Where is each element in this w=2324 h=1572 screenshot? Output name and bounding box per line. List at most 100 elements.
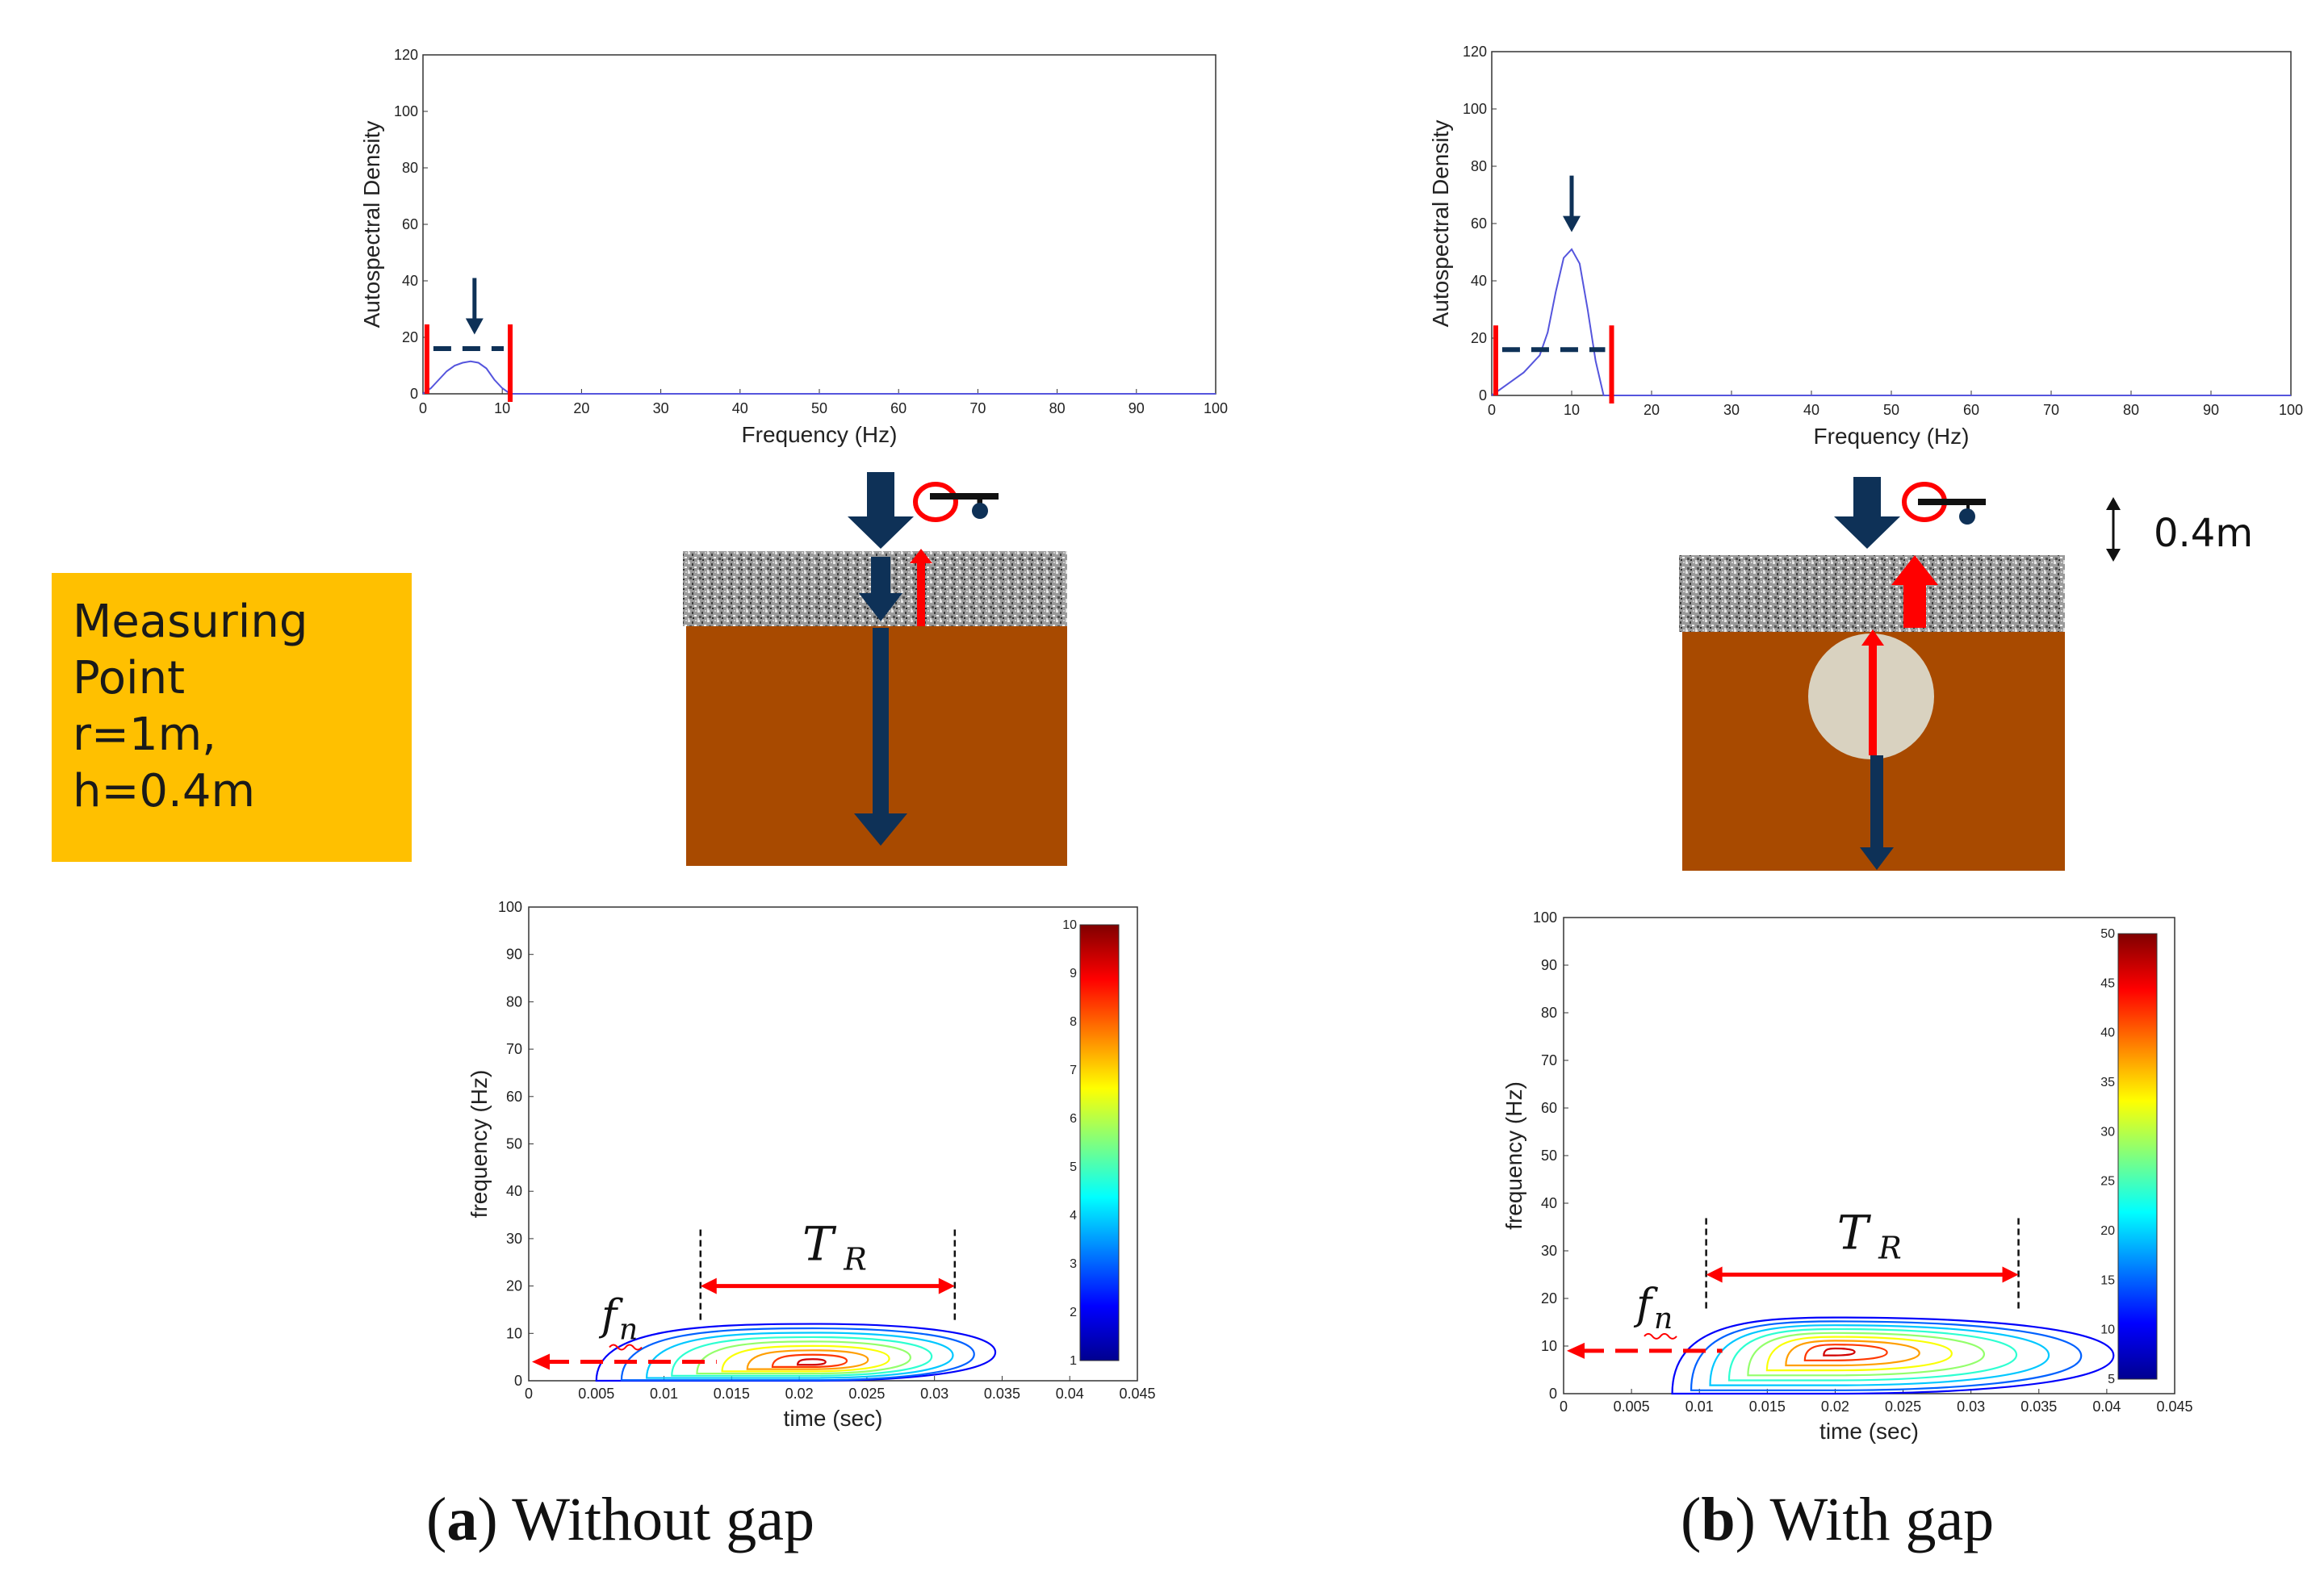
a-timefreq-fn-arrow-head (532, 1353, 550, 1370)
b-spectrum-ytick-label-0: 0 (1479, 387, 1487, 403)
b-spectrum-ytick-label-4: 80 (1471, 158, 1487, 174)
measuring-point-box: Measuring Point r=1m, h=0.4m (52, 573, 412, 862)
a-timefreq-ytick-label-0: 0 (514, 1373, 522, 1389)
a-timefreq-tr-arrow-left (700, 1277, 717, 1294)
a-timefreq-ytick-label-2: 20 (506, 1278, 522, 1294)
b-timefreq-colorbar-tick-8: 45 (2100, 976, 2115, 990)
a-spectrum-ytick-label-0: 0 (410, 386, 418, 402)
a-timefreq-contour-7 (771, 1353, 848, 1368)
a-spectrum-ytick-label-3: 60 (402, 216, 418, 232)
sensor-bulb-a (972, 503, 988, 519)
a-spectrum-ytick-label-6: 120 (394, 47, 418, 63)
measuring-point-line-1: Measuring (73, 596, 308, 648)
b-timefreq-tr-subscript: R (1878, 1231, 1902, 1266)
a-spectrum-xtick-label-8: 80 (1049, 400, 1066, 416)
reflection-arrow-big-shaft-b (1903, 583, 1926, 628)
a-timefreq-tr-arrow-right (938, 1277, 955, 1294)
a-spectrum-xlabel: Frequency (Hz) (742, 422, 898, 447)
b-spectrum-xtick-label-2: 20 (1644, 402, 1660, 418)
a-spectrum-plot-area (422, 54, 1216, 395)
a-timefreq-xtick-label-1: 0.005 (578, 1386, 614, 1402)
a-timefreq-xtick-label-3: 0.015 (714, 1386, 750, 1402)
b-timefreq-ytick-label-6: 60 (1541, 1100, 1557, 1116)
a-timefreq-xtick-label-6: 0.03 (920, 1386, 948, 1402)
b-timefreq-tr-arrow-left (1706, 1266, 1723, 1283)
a-timefreq-xtick-label-8: 0.04 (1056, 1386, 1084, 1402)
gravel-layer-b (1679, 555, 2065, 632)
b-timefreq-colorbar-tick-3: 20 (2100, 1224, 2115, 1238)
b-spectrum-ytick-label-2: 40 (1471, 273, 1487, 289)
reflection-arrow-shaft-b (1869, 646, 1877, 755)
b-timefreq-contour-3 (1727, 1327, 2018, 1382)
reflection-arrow-head-a (910, 549, 932, 563)
a-spectrum-xtick-label-9: 90 (1129, 400, 1145, 416)
a-timefreq-contour-8 (796, 1358, 827, 1366)
b-spectrum-ytick-label-1: 20 (1471, 330, 1487, 346)
a-spectrum-xtick-label-3: 30 (653, 400, 669, 416)
a-timefreq-ytick-label-9: 90 (506, 947, 522, 963)
b-timefreq-ytick-label-4: 40 (1541, 1195, 1557, 1211)
a-timefreq-colorbar-tick-6: 7 (1070, 1064, 1077, 1077)
b-timefreq-colorbar-tick-4: 25 (2100, 1175, 2115, 1189)
a-timefreq-contour-5 (721, 1344, 890, 1373)
a-spectrum-ytick-label-2: 40 (402, 273, 418, 289)
a-timefreq-fn-subscript: n (619, 1314, 638, 1347)
b-spectrum-xtick-label-9: 90 (2203, 402, 2219, 418)
caption-a-text: Without gap (512, 1486, 815, 1553)
transmitted-arrow-head-a (859, 593, 902, 621)
b-spectrum-xtick-label-4: 40 (1803, 402, 1819, 418)
b-spectrum-xtick-label-3: 30 (1723, 402, 1740, 418)
b-spectrum-peak-arrow-head (1563, 215, 1581, 232)
dimension-arrow-top (2106, 497, 2121, 510)
downward-arrow-shaft-a (867, 472, 894, 521)
deep-arrow-head-a (854, 813, 907, 846)
b-timefreq-xtick-label-4: 0.02 (1821, 1398, 1849, 1415)
b-timefreq-xtick-label-0: 0 (1560, 1398, 1568, 1415)
a-timefreq-ylabel: frequency (Hz) (467, 1070, 492, 1219)
reflection-arrow-shaft-a (917, 562, 925, 626)
a-timefreq-xtick-label-4: 0.02 (785, 1386, 814, 1402)
b-spectrum-xtick-label-0: 0 (1488, 402, 1496, 418)
a-timefreq-contour-4 (696, 1340, 911, 1375)
a-timefreq-colorbar-tick-1: 2 (1070, 1306, 1077, 1319)
measuring-point-line-4: h=0.4m (73, 765, 256, 817)
a-timefreq-contour-1 (620, 1327, 975, 1382)
b-spectrum-series-line (1491, 248, 2291, 396)
a-timefreq-contour-2 (646, 1332, 954, 1379)
a-timefreq-xtick-label-9: 0.045 (1119, 1386, 1155, 1402)
downward-arrow-shaft-b (1853, 477, 1881, 521)
a-timefreq-xtick-label-2: 0.01 (650, 1386, 678, 1402)
downward-arrow-head-a (848, 516, 914, 549)
b-timefreq-colorbar-tick-7: 40 (2100, 1026, 2115, 1040)
b-spectrum-xtick-label-5: 50 (1883, 402, 1899, 418)
a-timefreq-xtick-label-5: 0.025 (848, 1386, 885, 1402)
a-timefreq-ytick-label-7: 70 (506, 1041, 522, 1057)
downward-arrow-head-b (1834, 516, 1900, 549)
b-spectrum-xtick-label-8: 80 (2123, 402, 2139, 418)
measuring-point-line-3: r=1m, (73, 709, 216, 761)
caption-b-letter: b (1701, 1486, 1736, 1553)
a-timefreq-ytick-label-5: 50 (506, 1136, 522, 1152)
a-timefreq-colorbar-tick-7: 8 (1070, 1015, 1077, 1029)
caption-a-letter: a (446, 1486, 478, 1553)
dimension-label: 0.4m (2154, 511, 2253, 556)
a-timefreq-contour-6 (746, 1349, 869, 1370)
b-timefreq-colorbar-tick-1: 10 (2100, 1323, 2115, 1337)
b-spectrum-xtick-label-7: 70 (2043, 402, 2059, 418)
a-timefreq-contour-3 (671, 1336, 933, 1377)
b-timefreq-tr-arrow-right (2002, 1266, 2019, 1283)
reflection-arrow-big-head-b (1891, 555, 1938, 585)
b-timefreq-colorbar-tick-0: 5 (2108, 1373, 2115, 1386)
b-timefreq-contour-1 (1690, 1320, 2083, 1391)
b-timefreq-ylabel: frequency (Hz) (1501, 1081, 1526, 1230)
deep-arrow-head-b (1860, 847, 1894, 870)
b-timefreq-colorbar-tick-9: 50 (2100, 927, 2115, 941)
dimension-arrow-bottom (2106, 549, 2121, 562)
b-timefreq-contour-8 (1823, 1347, 1856, 1357)
b-timefreq-ytick-label-5: 50 (1541, 1148, 1557, 1164)
b-timefreq-colorbar-tick-5: 30 (2100, 1125, 2115, 1139)
a-spectrum-xtick-label-0: 0 (419, 400, 427, 416)
a-timefreq-xtick-label-0: 0 (525, 1386, 533, 1402)
a-spectrum-ytick-label-4: 80 (402, 160, 418, 176)
